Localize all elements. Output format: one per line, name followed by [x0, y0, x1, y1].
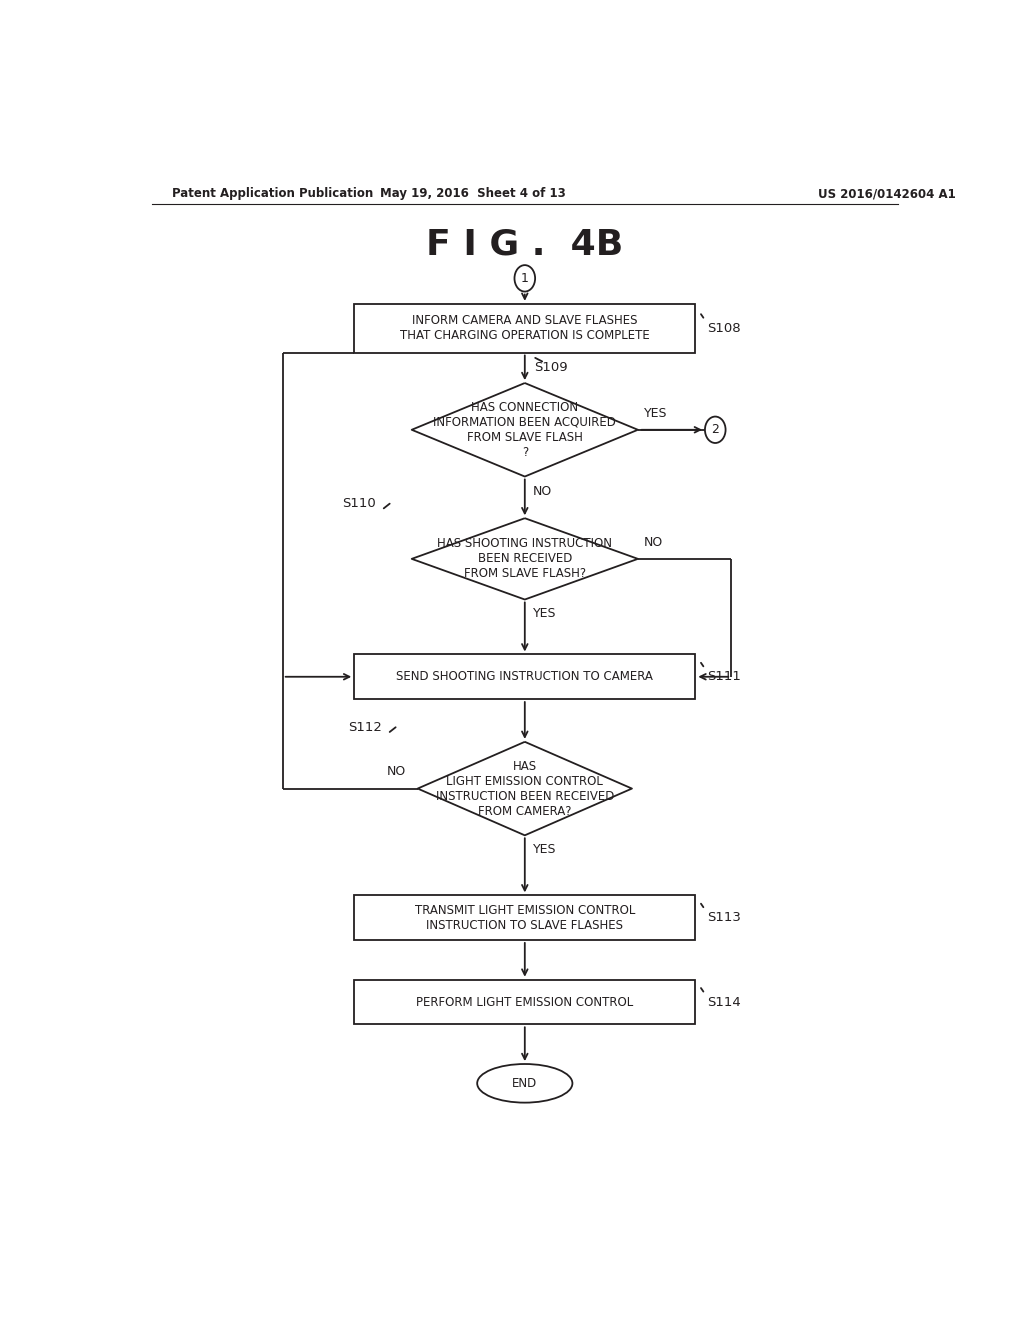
Text: S114: S114 — [708, 995, 741, 1008]
Text: HAS
LIGHT EMISSION CONTROL
INSTRUCTION BEEN RECEIVED
FROM CAMERA?: HAS LIGHT EMISSION CONTROL INSTRUCTION B… — [435, 759, 614, 817]
Text: HAS CONNECTION
INFORMATION BEEN ACQUIRED
FROM SLAVE FLASH
?: HAS CONNECTION INFORMATION BEEN ACQUIRED… — [433, 401, 616, 459]
Text: US 2016/0142604 A1: US 2016/0142604 A1 — [818, 187, 956, 201]
Polygon shape — [412, 519, 638, 599]
Circle shape — [705, 417, 726, 444]
Text: YES: YES — [532, 607, 556, 620]
FancyBboxPatch shape — [354, 655, 695, 700]
Text: S109: S109 — [535, 362, 568, 375]
Text: INFORM CAMERA AND SLAVE FLASHES
THAT CHARGING OPERATION IS COMPLETE: INFORM CAMERA AND SLAVE FLASHES THAT CHA… — [400, 314, 649, 342]
Text: 1: 1 — [521, 272, 528, 285]
Text: May 19, 2016  Sheet 4 of 13: May 19, 2016 Sheet 4 of 13 — [380, 187, 566, 201]
Text: HAS SHOOTING INSTRUCTION
BEEN RECEIVED
FROM SLAVE FLASH?: HAS SHOOTING INSTRUCTION BEEN RECEIVED F… — [437, 537, 612, 581]
Polygon shape — [412, 383, 638, 477]
Text: S112: S112 — [348, 721, 382, 734]
Text: NO: NO — [532, 486, 552, 498]
Text: S113: S113 — [708, 911, 741, 924]
Text: NO: NO — [386, 766, 406, 779]
Text: S108: S108 — [708, 322, 741, 335]
FancyBboxPatch shape — [354, 895, 695, 940]
Circle shape — [514, 265, 536, 292]
Text: Patent Application Publication: Patent Application Publication — [172, 187, 373, 201]
Text: END: END — [512, 1077, 538, 1090]
FancyBboxPatch shape — [354, 304, 695, 352]
Text: TRANSMIT LIGHT EMISSION CONTROL
INSTRUCTION TO SLAVE FLASHES: TRANSMIT LIGHT EMISSION CONTROL INSTRUCT… — [415, 904, 635, 932]
Text: PERFORM LIGHT EMISSION CONTROL: PERFORM LIGHT EMISSION CONTROL — [416, 995, 634, 1008]
Text: NO: NO — [644, 536, 664, 549]
Text: S110: S110 — [342, 498, 376, 510]
Ellipse shape — [477, 1064, 572, 1102]
Text: YES: YES — [644, 407, 668, 420]
Text: SEND SHOOTING INSTRUCTION TO CAMERA: SEND SHOOTING INSTRUCTION TO CAMERA — [396, 671, 653, 684]
Text: F I G .  4B: F I G . 4B — [426, 228, 624, 261]
FancyBboxPatch shape — [354, 979, 695, 1024]
Text: S111: S111 — [708, 671, 741, 684]
Polygon shape — [418, 742, 632, 836]
Text: YES: YES — [532, 843, 556, 857]
Text: 2: 2 — [712, 424, 719, 437]
